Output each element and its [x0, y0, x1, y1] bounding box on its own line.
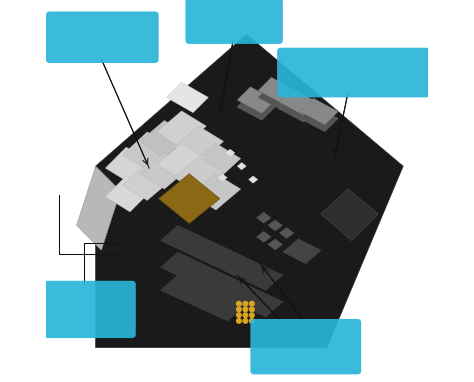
Polygon shape: [161, 252, 283, 317]
Polygon shape: [279, 89, 317, 115]
Polygon shape: [283, 239, 321, 264]
Polygon shape: [191, 174, 241, 210]
Polygon shape: [157, 111, 207, 149]
FancyBboxPatch shape: [185, 0, 283, 44]
Polygon shape: [174, 126, 224, 164]
Polygon shape: [256, 231, 272, 243]
FancyBboxPatch shape: [44, 281, 136, 338]
Polygon shape: [258, 77, 296, 104]
Polygon shape: [248, 176, 258, 183]
Polygon shape: [139, 153, 189, 189]
Polygon shape: [161, 225, 283, 290]
Circle shape: [243, 307, 248, 312]
Polygon shape: [300, 98, 338, 125]
Polygon shape: [77, 166, 120, 250]
Circle shape: [250, 313, 254, 317]
Polygon shape: [96, 34, 403, 348]
Polygon shape: [122, 132, 172, 170]
Polygon shape: [321, 189, 378, 241]
Polygon shape: [159, 174, 220, 223]
Polygon shape: [105, 147, 151, 183]
Polygon shape: [122, 164, 172, 201]
Polygon shape: [279, 227, 294, 239]
FancyBboxPatch shape: [46, 11, 159, 63]
Polygon shape: [237, 162, 246, 170]
Polygon shape: [166, 82, 209, 113]
Polygon shape: [267, 239, 283, 250]
Circle shape: [243, 319, 248, 323]
Circle shape: [237, 301, 241, 306]
Circle shape: [243, 313, 248, 317]
Polygon shape: [157, 143, 207, 180]
Circle shape: [237, 319, 241, 323]
Circle shape: [250, 301, 254, 306]
Circle shape: [243, 301, 248, 306]
FancyBboxPatch shape: [277, 48, 430, 97]
Polygon shape: [174, 157, 224, 193]
Circle shape: [250, 307, 254, 312]
Polygon shape: [256, 212, 272, 223]
Polygon shape: [279, 96, 317, 122]
Polygon shape: [161, 275, 245, 321]
Polygon shape: [258, 84, 296, 111]
Polygon shape: [267, 220, 283, 231]
Polygon shape: [300, 105, 338, 132]
Polygon shape: [191, 143, 241, 181]
Polygon shape: [218, 174, 228, 181]
Circle shape: [237, 307, 241, 312]
Polygon shape: [139, 120, 189, 159]
Circle shape: [250, 319, 254, 323]
Polygon shape: [105, 176, 151, 212]
Polygon shape: [237, 94, 275, 120]
Polygon shape: [226, 149, 235, 157]
FancyBboxPatch shape: [250, 319, 361, 374]
Polygon shape: [237, 87, 275, 113]
Circle shape: [237, 313, 241, 317]
